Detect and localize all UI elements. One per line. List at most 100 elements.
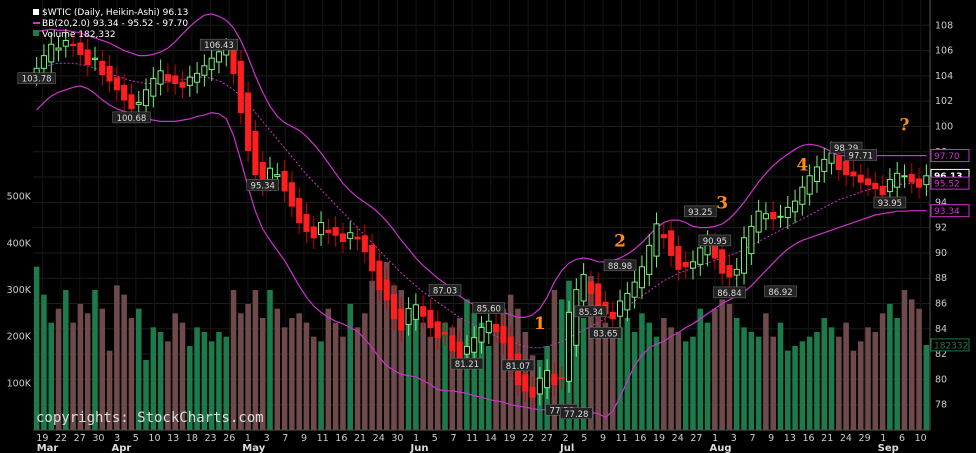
price-tick-label: 92 xyxy=(935,223,947,234)
volume-bar xyxy=(558,299,565,430)
volume-bar xyxy=(33,266,40,430)
candle-body xyxy=(84,49,91,66)
date-tick-label: 21 xyxy=(354,433,366,444)
volume-bar xyxy=(194,327,200,430)
price-tick-label: 80 xyxy=(935,374,947,385)
candle-body xyxy=(857,174,864,183)
candle-body xyxy=(682,261,689,268)
volume-bar xyxy=(631,332,638,430)
candle-body xyxy=(755,210,762,233)
volume-bar xyxy=(843,322,849,430)
candle-body xyxy=(719,249,726,274)
candle-body xyxy=(99,60,106,76)
volume-bar xyxy=(354,327,361,430)
candle-body xyxy=(252,131,259,176)
date-tick-label: 7 xyxy=(450,433,456,444)
price-annotation-box xyxy=(501,359,535,372)
candle-body xyxy=(296,198,303,224)
candle-body xyxy=(164,74,171,82)
price-annotation-label: 86.84 xyxy=(717,289,741,299)
candle-body xyxy=(493,323,500,332)
volume-bar xyxy=(114,285,120,430)
candle-body xyxy=(172,75,179,84)
volume-bar xyxy=(901,290,908,430)
axes: 7880828486889092949698100102104106108100… xyxy=(7,0,970,453)
volume-bar xyxy=(741,327,747,430)
candle-body xyxy=(762,213,769,220)
volume-bar xyxy=(201,332,208,430)
price-annotation-label: 95.34 xyxy=(251,181,275,191)
month-label: May xyxy=(242,443,265,453)
price-tick-label: 86 xyxy=(935,299,947,310)
date-tick-label: 18 xyxy=(186,433,198,444)
candle-body xyxy=(106,65,113,82)
volume-bar xyxy=(639,313,645,430)
price-annotation-box xyxy=(684,205,717,218)
date-tick-label: 5 xyxy=(581,433,587,444)
date-tick-label: 16 xyxy=(802,433,814,444)
price-tick-label: 90 xyxy=(935,248,947,259)
volume-bar xyxy=(150,327,157,430)
candle-body xyxy=(354,236,361,240)
volume-bar xyxy=(748,332,755,430)
candle-body xyxy=(441,332,449,335)
date-tick-label: 3 xyxy=(114,433,120,444)
wave-label: 1 xyxy=(534,314,546,334)
candle-body xyxy=(398,308,405,331)
candle-body xyxy=(113,77,120,91)
date-tick-label: 11 xyxy=(616,433,628,444)
volume-bar xyxy=(617,327,623,430)
candle-body xyxy=(40,55,47,69)
date-tick-label: 5 xyxy=(133,433,139,444)
candle-body xyxy=(369,244,376,272)
volume-bar xyxy=(318,341,324,430)
price-tick-label: 102 xyxy=(935,96,953,107)
candle-body xyxy=(872,182,879,189)
volume-bar xyxy=(420,322,426,430)
date-tick-label: 7 xyxy=(282,433,288,444)
candle-body xyxy=(412,304,419,320)
candle-body xyxy=(689,261,697,269)
volume-tick-label: 100K xyxy=(7,378,32,389)
price-annotation-label: 106.43 xyxy=(204,41,234,51)
volume-bar xyxy=(179,322,186,430)
volume-bar xyxy=(828,327,835,430)
price-annotation-label: 83.65 xyxy=(593,329,617,339)
volume-tick-label: 300K xyxy=(7,285,32,296)
candle-body xyxy=(733,268,740,276)
volume-bar xyxy=(165,341,171,430)
volume-bar xyxy=(332,322,339,430)
date-tick-label: 10 xyxy=(915,433,927,444)
value-badge-label: 95.52 xyxy=(934,180,960,190)
candle-body xyxy=(62,39,69,47)
candle-body xyxy=(565,311,573,382)
volume-bar xyxy=(238,313,244,430)
candle-body xyxy=(609,311,616,320)
candle-body xyxy=(179,81,186,88)
volume-bar xyxy=(894,318,900,430)
date-tick-label: 22 xyxy=(55,433,67,444)
price-annotation-label: 98.29 xyxy=(834,144,858,154)
date-tick-label: 16 xyxy=(634,433,646,444)
legend-price-swatch xyxy=(33,9,39,15)
candle-body xyxy=(150,77,157,97)
candle-body xyxy=(901,175,908,178)
date-tick-label: 27 xyxy=(541,433,553,444)
candle-body xyxy=(383,279,390,301)
volume-bar xyxy=(340,336,346,430)
candle-body xyxy=(850,171,857,177)
price-annotation-label: 81.07 xyxy=(506,362,530,372)
volume-bar xyxy=(908,299,915,430)
price-annotation-box xyxy=(112,111,151,124)
date-tick-label: 27 xyxy=(690,433,702,444)
date-tick-label: 3 xyxy=(264,433,270,444)
date-tick-label: 26 xyxy=(223,433,235,444)
date-tick-label: 3 xyxy=(731,433,737,444)
date-tick-label: 24 xyxy=(373,433,385,444)
date-tick-label: 27 xyxy=(74,433,86,444)
date-tick-label: 7 xyxy=(749,433,755,444)
candle-body xyxy=(215,51,223,63)
candle-body xyxy=(646,244,653,275)
candle-body xyxy=(463,346,470,355)
candle-body xyxy=(157,70,164,85)
